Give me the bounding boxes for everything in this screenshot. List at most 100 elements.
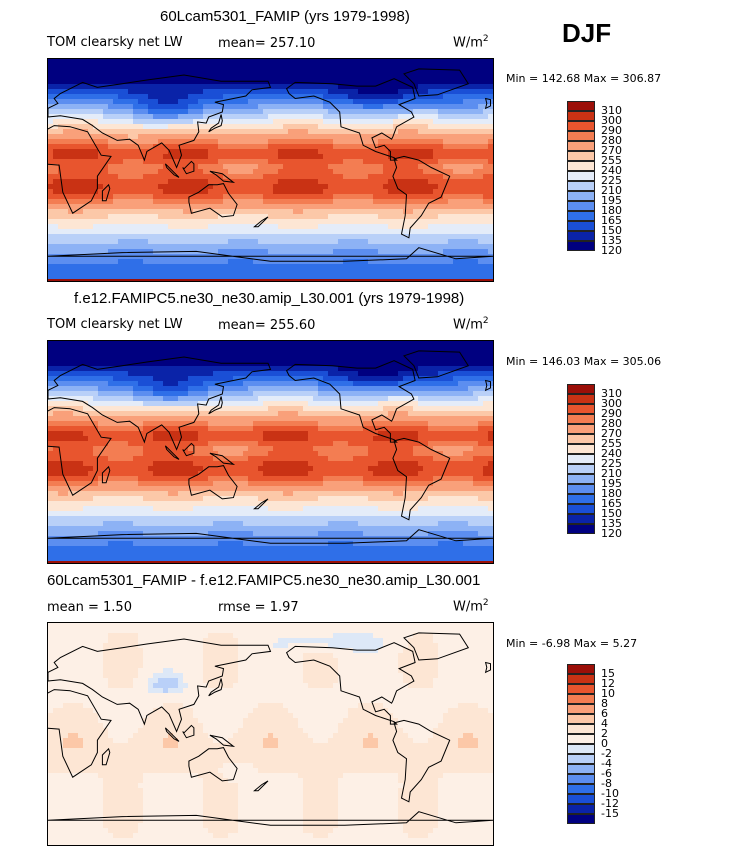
map-cell: [483, 74, 489, 80]
map-cell: [103, 356, 109, 362]
map-cell: [153, 204, 159, 210]
map-cell: [478, 84, 484, 90]
map-cell: [98, 144, 104, 150]
map-cell: [388, 269, 394, 275]
map-cell: [208, 179, 214, 185]
map-cell: [133, 366, 139, 372]
map-cell: [68, 441, 74, 447]
map-cell: [128, 159, 134, 165]
map-cell: [153, 74, 159, 80]
map-cell: [68, 486, 74, 492]
map-cell: [388, 104, 394, 110]
map-cell: [123, 506, 129, 512]
map-cell: [113, 154, 119, 160]
map-cell: [228, 134, 234, 140]
map-cell: [123, 89, 129, 95]
map-cell: [328, 164, 334, 170]
map-cell: [458, 154, 464, 160]
map-cell: [263, 174, 269, 180]
map-cell: [143, 234, 149, 240]
map-cell: [48, 466, 54, 472]
map-cell: [268, 264, 274, 270]
map-cell: [53, 159, 59, 165]
map-cell: [303, 209, 309, 215]
map-cell: [163, 84, 169, 90]
map-cell: [248, 209, 254, 215]
map-cell: [128, 64, 134, 70]
map-cell: [363, 129, 369, 135]
map-cell: [488, 149, 493, 155]
map-cell: [113, 486, 119, 492]
map-cell: [133, 119, 139, 125]
map-cell: [153, 214, 159, 220]
map-cell: [283, 194, 289, 200]
map-cell: [58, 214, 64, 220]
map-cell: [488, 129, 493, 135]
map-cell: [268, 204, 274, 210]
map-cell: [248, 159, 254, 165]
map-cell: [433, 159, 439, 165]
map-cell: [73, 89, 79, 95]
map-cell: [473, 189, 479, 195]
map-cell: [88, 516, 94, 522]
map-cell: [93, 511, 99, 517]
map-cell: [483, 269, 489, 275]
map-cell: [408, 229, 414, 235]
coastline: [48, 247, 493, 262]
map-cell: [158, 149, 164, 155]
map-cell: [323, 164, 329, 170]
map-cell: [238, 59, 244, 65]
map-cell: [258, 229, 264, 235]
map-cell: [63, 471, 69, 477]
map-cell: [68, 501, 74, 507]
map-cell: [168, 134, 174, 140]
map-cell: [418, 74, 424, 80]
map-cell: [328, 144, 334, 150]
map-cell: [458, 79, 464, 85]
map-cell: [388, 134, 394, 140]
map-cell: [238, 104, 244, 110]
map-cell: [213, 134, 219, 140]
map-cell: [468, 109, 474, 115]
map-cell: [178, 279, 184, 281]
map-cell: [118, 391, 124, 397]
map-cell: [228, 189, 234, 195]
map-cell: [128, 381, 134, 387]
map-cell: [398, 259, 404, 265]
map-cell: [268, 144, 274, 150]
map-cell: [448, 139, 454, 145]
map-cell: [363, 119, 369, 125]
map-cell: [328, 59, 334, 65]
map-cell: [63, 431, 69, 437]
map-cell: [88, 491, 94, 497]
map-cell: [453, 84, 459, 90]
map-cell: [63, 99, 69, 105]
map-cell: [418, 219, 424, 225]
map-cell: [53, 451, 59, 457]
map-cell: [168, 279, 174, 281]
map-cell: [478, 239, 484, 245]
map-cell: [113, 224, 119, 230]
map-cell: [108, 174, 114, 180]
map-cell: [253, 239, 259, 245]
map-cell: [478, 74, 484, 80]
map-cell: [473, 109, 479, 115]
map-cell: [378, 219, 384, 225]
map-cell: [73, 516, 79, 522]
map-cell: [218, 104, 224, 110]
map-cell: [123, 74, 129, 80]
map-cell: [313, 144, 319, 150]
map-cell: [413, 159, 419, 165]
map-cell: [198, 129, 204, 135]
panel1-title: 60Lcam5301_FAMIP (yrs 1979-1998): [160, 8, 410, 25]
map-cell: [373, 94, 379, 100]
map-cell: [333, 144, 339, 150]
map-cell: [163, 174, 169, 180]
map-cell: [488, 189, 493, 195]
map-cell: [228, 129, 234, 135]
map-cell: [53, 441, 59, 447]
map-cell: [113, 396, 119, 402]
map-cell: [298, 149, 304, 155]
map-cell: [368, 139, 374, 145]
map-cell: [128, 199, 134, 205]
